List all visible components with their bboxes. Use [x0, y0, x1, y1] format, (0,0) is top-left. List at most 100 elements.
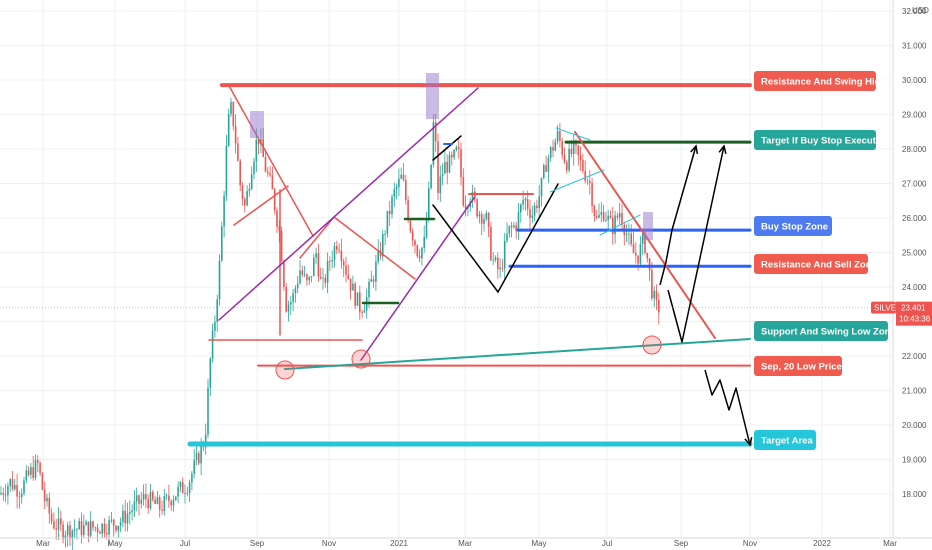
time-tick-label: Jul	[602, 539, 612, 548]
candle-up	[246, 185, 248, 207]
candle-up	[326, 252, 329, 294]
candle-down	[62, 520, 64, 544]
candle-down	[280, 226, 283, 263]
candle-body	[244, 199, 246, 206]
candle-body	[216, 299, 218, 323]
candle-body	[248, 188, 251, 192]
candle-body	[554, 141, 557, 151]
candle-body	[464, 205, 467, 209]
candle-body	[503, 240, 506, 269]
zigzag-1c	[497, 183, 559, 293]
candle-up	[572, 134, 575, 166]
candle-down	[464, 195, 467, 217]
time-axis[interactable]: Mar May Jul Sep Nov 2021 Mar May Jul Sep Nov 2022 Ma…	[0, 537, 932, 548]
candle-body	[411, 231, 414, 241]
candle-down	[405, 174, 407, 205]
candle-up	[471, 184, 474, 208]
candle-body	[432, 122, 435, 165]
candle-body	[188, 482, 191, 494]
swing-low-marker-2	[351, 349, 371, 369]
candle-body	[494, 257, 497, 260]
price-axis[interactable]: 18.00019.00020.00021.00022.00023.00024.0…	[892, 0, 929, 538]
candle-body	[119, 522, 122, 526]
candle-down	[232, 101, 235, 131]
candle-down	[593, 204, 596, 222]
candle-down	[529, 199, 531, 230]
chart-grid	[0, 0, 893, 538]
candle-body	[446, 161, 448, 173]
price-tick-label: 21.000	[902, 387, 927, 396]
candle-up	[209, 356, 212, 397]
candle-body	[142, 493, 145, 500]
candle-down	[87, 521, 90, 543]
candle-up	[142, 484, 145, 506]
candle-body	[354, 283, 356, 306]
currency-label: USD	[912, 6, 929, 15]
candle-body	[200, 445, 202, 464]
candle-up	[333, 241, 336, 268]
candle-body	[602, 212, 605, 221]
candle-down	[301, 265, 304, 278]
candle-up	[499, 258, 501, 278]
candle-body	[175, 496, 177, 501]
candle-down	[609, 210, 612, 219]
candle-down	[414, 239, 416, 254]
candle-body	[53, 521, 55, 529]
candle-down	[186, 486, 189, 497]
candle-up	[370, 270, 373, 283]
candle-body	[27, 470, 30, 475]
candle-body	[195, 453, 198, 461]
candle-body	[508, 225, 511, 234]
candle-down	[510, 221, 513, 238]
candle-body	[644, 233, 646, 253]
candle-body	[276, 210, 278, 227]
candle-down	[145, 483, 147, 508]
price-tick-label: 27.000	[902, 180, 927, 189]
candle-up	[133, 490, 136, 517]
candle-body	[349, 278, 352, 291]
candle-body	[287, 304, 290, 312]
candle-up	[398, 168, 400, 197]
candle-body	[168, 495, 170, 502]
candle-down	[480, 211, 483, 236]
candle-down	[536, 199, 538, 214]
candle-body	[609, 215, 612, 218]
candle-up	[191, 470, 193, 491]
candle-up	[625, 224, 628, 242]
candle-body	[414, 240, 416, 246]
candle-body	[211, 330, 214, 359]
candle-body	[179, 482, 182, 487]
candle-up	[131, 504, 133, 521]
candle-up	[503, 233, 506, 281]
candle-down	[501, 258, 504, 272]
candle-up	[605, 211, 607, 222]
highlight-box-3	[643, 212, 653, 240]
arrow-path	[659, 145, 697, 286]
candle-down	[515, 221, 517, 239]
candle-body	[250, 174, 253, 189]
candle-up	[313, 253, 315, 277]
chart-drawings	[187, 73, 753, 447]
candle-up	[83, 514, 85, 538]
candle-body	[71, 530, 74, 539]
candle-up	[89, 511, 92, 538]
candle-body	[637, 255, 639, 264]
projection-arrow-1	[659, 144, 699, 286]
candle-down	[53, 512, 55, 530]
candle-body	[32, 467, 34, 478]
arrow-path	[704, 369, 751, 446]
candle-down	[16, 473, 18, 509]
swing-low-marker-1	[275, 360, 295, 380]
candle-body	[515, 225, 517, 232]
price-tick-label: 31.000	[902, 42, 927, 51]
candle-down	[349, 278, 352, 300]
candle-body	[80, 521, 83, 535]
candle-down	[276, 207, 278, 233]
candle-down	[577, 144, 580, 166]
wedge-upper-line	[333, 216, 416, 280]
candle-down	[345, 256, 347, 283]
candle-up	[524, 196, 527, 211]
candle-up	[430, 164, 432, 190]
candle-up	[425, 212, 428, 239]
